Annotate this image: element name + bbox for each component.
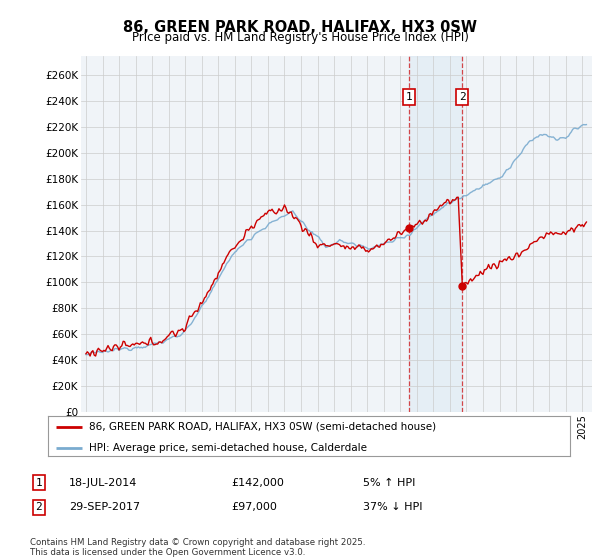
Text: 5% ↑ HPI: 5% ↑ HPI xyxy=(363,478,415,488)
Text: 37% ↓ HPI: 37% ↓ HPI xyxy=(363,502,422,512)
Text: 86, GREEN PARK ROAD, HALIFAX, HX3 0SW: 86, GREEN PARK ROAD, HALIFAX, HX3 0SW xyxy=(123,20,477,35)
Text: £142,000: £142,000 xyxy=(231,478,284,488)
Text: Contains HM Land Registry data © Crown copyright and database right 2025.
This d: Contains HM Land Registry data © Crown c… xyxy=(30,538,365,557)
Text: 1: 1 xyxy=(406,92,413,102)
Text: 1: 1 xyxy=(35,478,43,488)
Text: HPI: Average price, semi-detached house, Calderdale: HPI: Average price, semi-detached house,… xyxy=(89,442,367,452)
Text: Price paid vs. HM Land Registry's House Price Index (HPI): Price paid vs. HM Land Registry's House … xyxy=(131,31,469,44)
Text: £97,000: £97,000 xyxy=(231,502,277,512)
Text: 18-JUL-2014: 18-JUL-2014 xyxy=(69,478,137,488)
Text: 86, GREEN PARK ROAD, HALIFAX, HX3 0SW (semi-detached house): 86, GREEN PARK ROAD, HALIFAX, HX3 0SW (s… xyxy=(89,422,436,432)
Bar xyxy=(409,56,463,412)
Text: 2: 2 xyxy=(459,92,466,102)
Text: 29-SEP-2017: 29-SEP-2017 xyxy=(69,502,140,512)
Text: 2: 2 xyxy=(35,502,43,512)
